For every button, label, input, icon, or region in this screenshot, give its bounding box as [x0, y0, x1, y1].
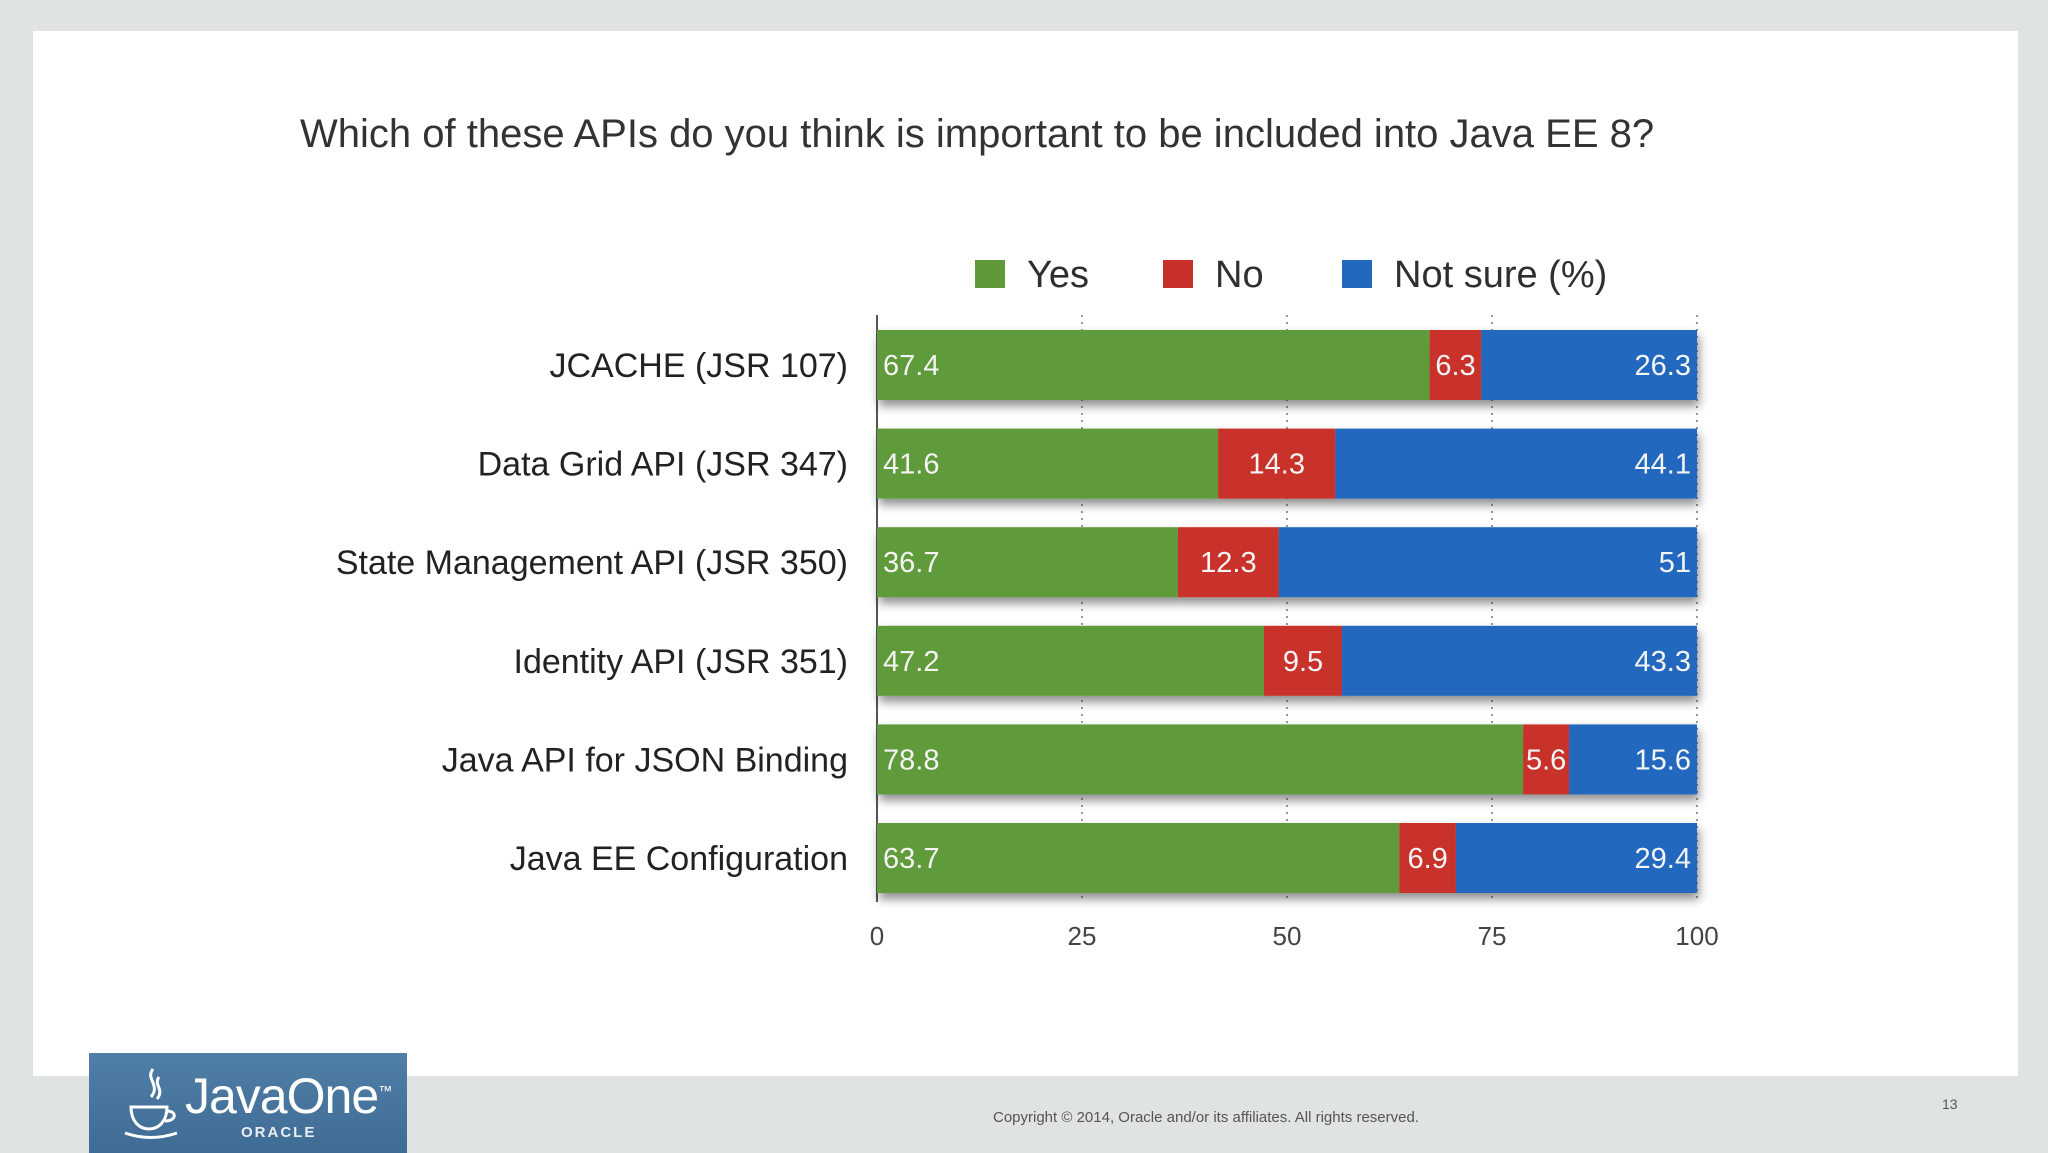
data-label-0-4: 78.8: [883, 744, 939, 776]
bar-row-0: [877, 330, 1697, 400]
data-label-2-2: 51: [1659, 547, 1691, 579]
bar-segment-no-1: [1218, 428, 1336, 499]
bar-segment-not-sure-1: [1335, 428, 1697, 499]
bar-segment-yes-3: [877, 625, 1265, 696]
java-cup-icon: [124, 1068, 178, 1139]
legend-label-1: No: [1215, 254, 1264, 296]
bar-row-5: [877, 823, 1697, 893]
javaone-wordmark: JavaOne™: [185, 1068, 392, 1124]
copyright-notice: Copyright © 2014, Oracle and/or its affi…: [993, 1109, 1419, 1126]
legend-item-1: No: [1163, 254, 1264, 296]
x-tick-label-0: 0: [870, 921, 884, 951]
bar-row-1: [877, 428, 1697, 499]
bar-segment-no-0: [1429, 330, 1482, 400]
data-label-0-2: 36.7: [883, 547, 939, 579]
bar-segment-no-2: [1177, 527, 1279, 598]
data-label-0-0: 67.4: [883, 350, 939, 382]
bar-segment-yes-2: [877, 527, 1178, 598]
bar-segment-no-5: [1399, 823, 1456, 893]
legend-swatch-0: [975, 260, 1005, 288]
bar-segment-not-sure-5: [1455, 823, 1697, 893]
bar-segment-not-sure-4: [1569, 724, 1697, 795]
x-tick-label-50: 50: [1273, 921, 1302, 951]
bar-segment-not-sure-3: [1341, 625, 1697, 696]
legend-item-2: Not sure (%): [1342, 254, 1607, 296]
bar-segment-no-4: [1523, 724, 1570, 795]
category-label-2: State Management API (JSR 350): [336, 544, 848, 582]
x-tick-label-100: 100: [1675, 921, 1718, 951]
legend-item-0: Yes: [975, 254, 1089, 296]
bar-segment-yes-5: [877, 823, 1400, 893]
bar-segment-not-sure-2: [1278, 527, 1697, 598]
bar-segment-yes-1: [877, 428, 1219, 499]
data-label-2-0: 26.3: [1635, 350, 1691, 382]
bar-segment-yes-0: [877, 330, 1430, 400]
legend-label-2: Not sure (%): [1394, 254, 1607, 296]
x-tick-label-25: 25: [1068, 921, 1097, 951]
data-label-2-1: 44.1: [1635, 449, 1691, 481]
data-label-0-5: 63.7: [883, 843, 939, 875]
legend-swatch-1: [1163, 260, 1193, 288]
data-label-0-3: 47.2: [883, 646, 939, 678]
legend-label-0: Yes: [1027, 254, 1089, 296]
grid-lines: [876, 315, 1698, 902]
data-label-1-0: 6.3: [1435, 350, 1475, 382]
data-label-1-2: 12.3: [1200, 547, 1256, 579]
bar-row-2: [877, 527, 1697, 598]
category-label-1: Data Grid API (JSR 347): [478, 446, 848, 484]
category-label-0: JCACHE (JSR 107): [549, 347, 848, 385]
data-label-1-4: 5.6: [1526, 744, 1566, 776]
data-label-1-1: 14.3: [1249, 449, 1305, 481]
category-label-4: Java API for JSON Binding: [442, 741, 848, 779]
data-label-2-3: 43.3: [1635, 646, 1691, 678]
legend-swatch-2: [1342, 260, 1372, 288]
x-tick-label-75: 75: [1478, 921, 1507, 951]
data-label-0-1: 41.6: [883, 449, 939, 481]
oracle-wordmark: ORACLE: [241, 1124, 317, 1141]
data-label-1-5: 6.9: [1407, 843, 1447, 875]
data-label-2-5: 29.4: [1635, 843, 1691, 875]
bar-row-3: [877, 625, 1697, 696]
category-label-5: Java EE Configuration: [510, 840, 848, 878]
data-label-2-4: 15.6: [1635, 744, 1691, 776]
chart-title: Which of these APIs do you think is impo…: [300, 112, 1655, 156]
category-label-3: Identity API (JSR 351): [514, 643, 849, 681]
legend: Yes No Not sure (%): [975, 254, 1607, 296]
page-number: 13: [1942, 1096, 1958, 1112]
bars-group: [877, 330, 1697, 893]
bar-row-4: [877, 724, 1697, 795]
bar-segment-not-sure-0: [1481, 330, 1697, 400]
labels-group: 0 25 50 75 100 JCACHE (JSR 107) 67.4 6.3 26.3 Dat…: [336, 347, 1719, 951]
javaone-logo: JavaOne™ ORACLE: [89, 1053, 407, 1153]
bar-segment-no-3: [1264, 625, 1342, 696]
data-label-1-3: 9.5: [1283, 646, 1323, 678]
bar-segment-yes-4: [877, 724, 1524, 795]
